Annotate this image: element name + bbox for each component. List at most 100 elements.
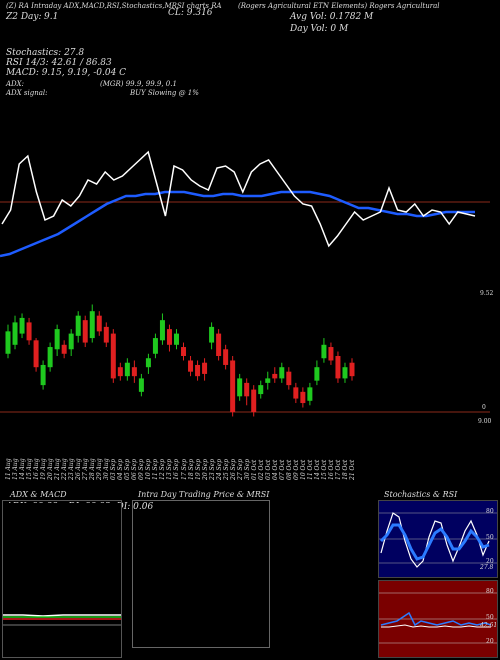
candle-body xyxy=(138,378,144,392)
close-label: CL: 9.316 xyxy=(168,8,213,18)
axis-bottom-label: 9.00 xyxy=(478,418,492,425)
adx-label: ADX: xyxy=(6,80,25,88)
avg-volume: Avg Vol: 0.1782 M xyxy=(290,12,374,22)
date-tick-label: 21 Oct xyxy=(349,459,356,480)
date-tick-label: 24 Sep xyxy=(215,458,223,480)
candle-body xyxy=(5,331,11,354)
stoch-value: 27.8 xyxy=(480,564,494,571)
candle-body xyxy=(335,356,341,379)
date-tick-label: 23 Sep xyxy=(208,458,216,480)
candle-body xyxy=(321,344,327,359)
date-tick-label: 17 Sep xyxy=(180,458,188,480)
candle-body xyxy=(265,378,271,383)
candle-body xyxy=(195,364,201,377)
z2-day-value: 9.1 xyxy=(44,12,59,22)
candle-body xyxy=(202,362,208,374)
date-tick-label: 14 Oct xyxy=(313,459,321,480)
axis-zero-label: 0 xyxy=(482,404,486,411)
candle-body xyxy=(75,315,81,336)
date-tick-label: 16 Oct xyxy=(327,459,335,480)
rsi-level-80: 80 xyxy=(486,588,494,595)
date-tick-label: 30 Sep xyxy=(243,458,251,480)
candle-body xyxy=(117,367,123,377)
candle-body xyxy=(33,340,39,368)
stoch-level-50: 50 xyxy=(486,534,494,541)
date-tick-label: 25 Sep xyxy=(222,458,230,480)
date-tick-label: 20 Sep xyxy=(201,458,209,480)
price-line xyxy=(1,150,476,248)
date-tick-label: 14 Aug xyxy=(19,458,27,480)
adx-line xyxy=(3,614,121,617)
rsi-readout: RSI 14/3: 42.61 / 86.83 xyxy=(6,58,112,68)
stochastics-panel xyxy=(378,500,498,578)
candle-body xyxy=(279,367,285,379)
candle-body xyxy=(82,320,88,343)
date-tick-label: 18 Oct xyxy=(341,459,349,480)
rsi-level-50: 50 xyxy=(486,614,494,621)
candle-body xyxy=(244,382,250,397)
candle-body xyxy=(216,333,222,356)
candle-body xyxy=(342,367,348,379)
date-tick-label: 07 Oct xyxy=(278,459,286,480)
date-tick-label: 18 Sep xyxy=(187,458,195,480)
axis-top-label: 9.52 xyxy=(480,290,494,297)
adx-panel-title: ADX & MACD xyxy=(10,490,67,499)
stoch-level-20: 20 xyxy=(486,558,494,565)
candle-body xyxy=(124,362,130,377)
date-tick-label: 03 Oct xyxy=(264,459,272,480)
rsi-level-20: 20 xyxy=(486,638,494,645)
candle-body xyxy=(152,338,158,354)
candle-body xyxy=(47,347,53,368)
mgr-readout: (MGR) 99.9, 99.9, 0.1 xyxy=(100,80,177,88)
stoch-d-line xyxy=(379,523,490,561)
candle-body xyxy=(68,333,74,350)
candle-body xyxy=(293,387,299,399)
adx-panel xyxy=(2,500,122,658)
candle-body xyxy=(89,311,95,339)
date-tick-label: 15 Aug xyxy=(26,458,34,480)
stoch-level-80: 80 xyxy=(486,508,494,515)
candle-body xyxy=(314,367,320,381)
rsi-value: 42.61 xyxy=(480,622,498,629)
rsi-line xyxy=(381,624,491,628)
candle-body xyxy=(223,349,229,365)
candle-body xyxy=(166,329,172,345)
buy-slowing-label: BUY Slowing @ 1% xyxy=(130,89,199,97)
date-tick-label: 26 Sep xyxy=(229,458,237,480)
candle-body xyxy=(96,315,102,332)
date-tick-label: 11 Aug xyxy=(5,458,12,480)
date-tick-label: 27 Sep xyxy=(236,458,244,480)
candle-body xyxy=(12,322,18,345)
candle-body xyxy=(61,344,67,354)
stoch-panel-title: Stochastics & RSI xyxy=(384,490,458,499)
candle-body xyxy=(26,322,32,341)
stoch-k-line xyxy=(380,512,490,568)
candle-body xyxy=(181,347,187,356)
date-tick-label: 08 Oct xyxy=(285,459,293,480)
candle-body xyxy=(131,367,137,377)
date-tick-label: 13 Aug xyxy=(12,458,20,480)
date-tick-label: 02 Oct xyxy=(257,459,265,480)
candlestick-series xyxy=(5,304,355,417)
date-tick-label: 15 Oct xyxy=(320,459,328,480)
day-volume: Day Vol: 0 M xyxy=(290,24,349,34)
date-tick-label: 09 Oct xyxy=(292,459,300,480)
rsi-panel xyxy=(378,580,498,658)
adx-signal-label: ADX signal: xyxy=(6,89,48,97)
candle-body xyxy=(237,378,243,397)
etn-title: (Rogers Agricultural ETN Elements) Roger… xyxy=(238,2,440,10)
candle-body xyxy=(307,387,313,401)
date-tick-label: 01 Oct xyxy=(250,459,258,480)
candle-body xyxy=(258,385,264,395)
candle-body xyxy=(159,320,165,341)
candle-body xyxy=(110,333,116,379)
candle-body xyxy=(40,364,46,386)
chart-title: (Z) RA Intraday ADX,MACD,RSI,Stochastics… xyxy=(6,2,222,10)
candle-body xyxy=(251,389,257,412)
date-tick-label: 16 Sep xyxy=(173,458,181,480)
stochastics-readout: Stochastics: 27.8 xyxy=(6,48,85,58)
date-tick-label: 10 Oct xyxy=(299,459,307,480)
candle-body xyxy=(328,347,334,361)
date-tick-label: 17 Oct xyxy=(334,459,342,480)
candle-body xyxy=(145,358,151,368)
